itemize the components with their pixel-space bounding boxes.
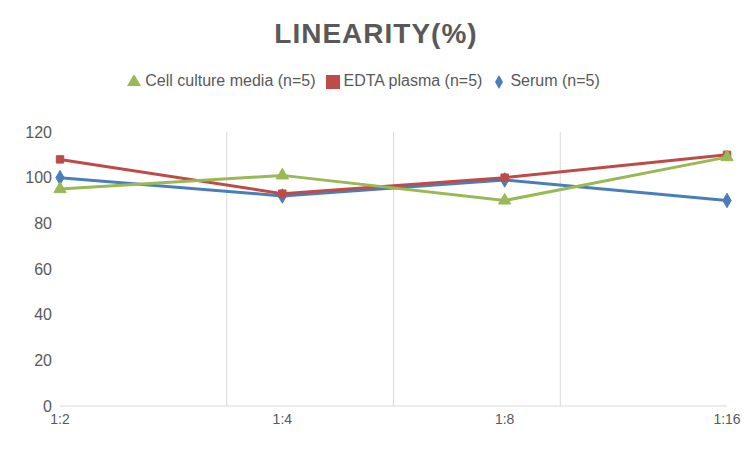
svg-text:120: 120 (25, 124, 52, 141)
svg-text:1:2: 1:2 (50, 411, 70, 427)
svg-text:20: 20 (34, 352, 52, 369)
svg-text:1:4: 1:4 (273, 411, 293, 427)
html-text:Cell culture media (n=5): Cell culture media (n=5) (145, 72, 316, 89)
html-text:EDTA plasma (n=5): EDTA plasma (n=5) (343, 72, 483, 89)
html-text:LINEARITY(%): LINEARITY(%) (274, 18, 478, 49)
svg-text:0: 0 (43, 398, 52, 415)
svg-text:40: 40 (34, 306, 52, 323)
html-text:Serum (n=5): Serum (n=5) (510, 72, 600, 89)
svg-text:80: 80 (34, 215, 52, 232)
svg-text:60: 60 (34, 261, 52, 278)
svg-text:1:16: 1:16 (713, 411, 740, 427)
svg-text:1:8: 1:8 (495, 411, 515, 427)
svg-text:100: 100 (25, 169, 52, 186)
